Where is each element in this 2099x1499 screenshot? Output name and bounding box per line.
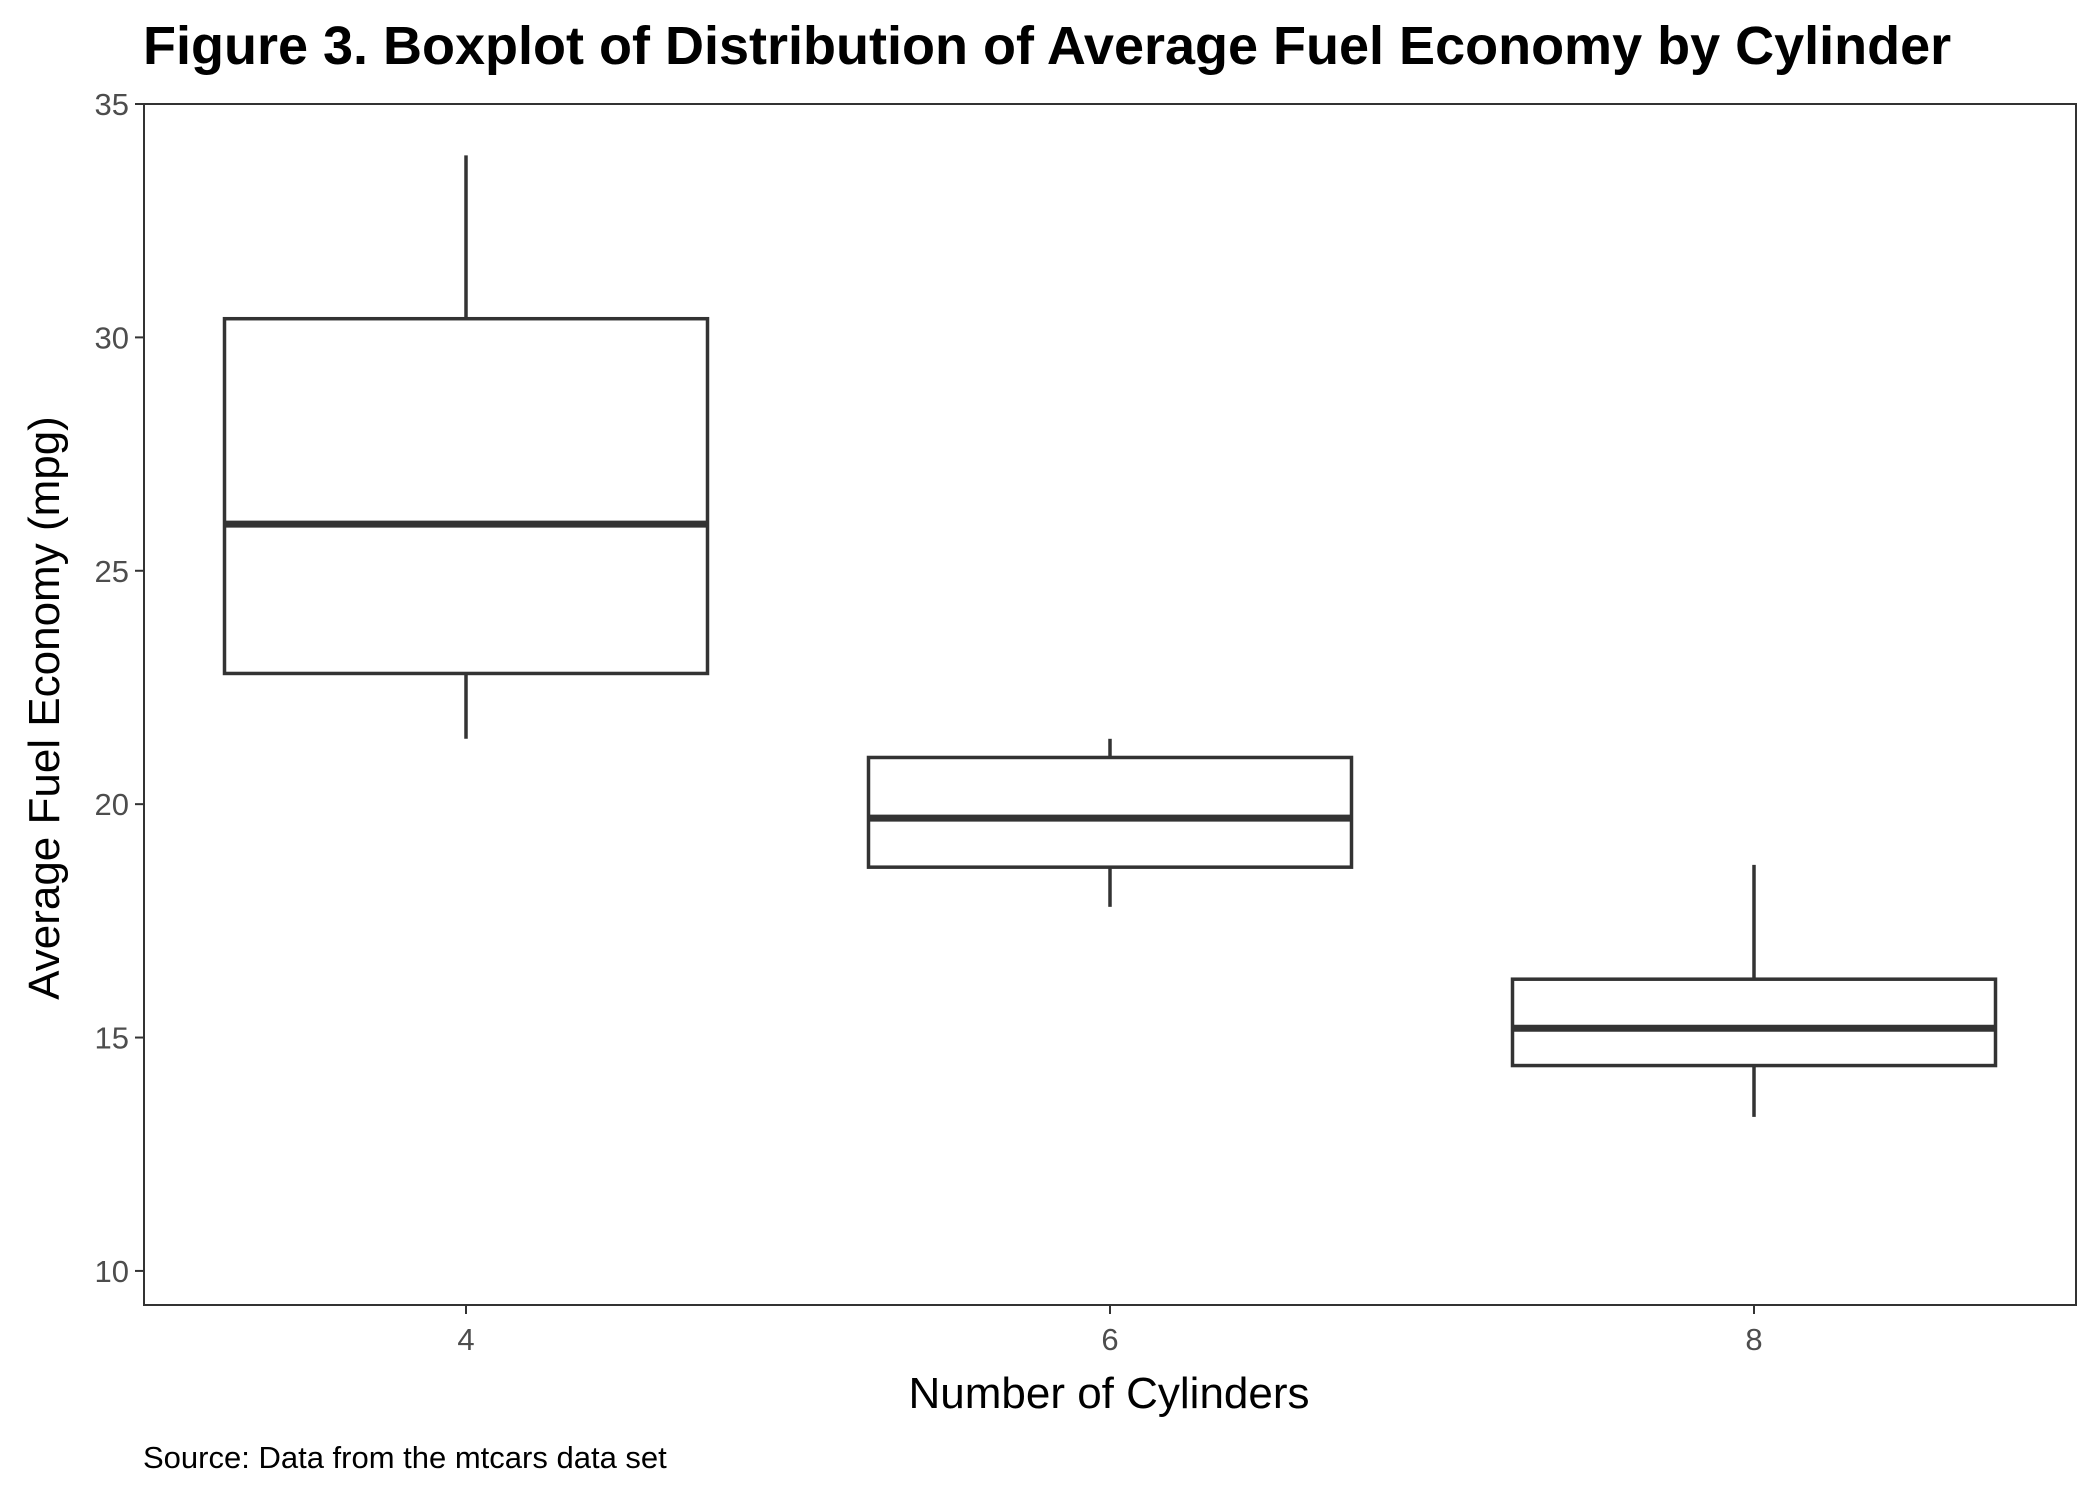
chart-title: Figure 3. Boxplot of Distribution of Ave… <box>143 16 1951 76</box>
x-axis-title: Number of Cylinders <box>908 1369 1309 1418</box>
box-4 <box>222 316 710 676</box>
chart-caption: Source: Data from the mtcars data set <box>143 1440 667 1475</box>
y-tick-label-20: 20 <box>95 787 129 822</box>
plot-area: 10 15 20 25 30 35 4 6 8 <box>95 87 2077 1357</box>
box-6 <box>866 755 1354 869</box>
panel-border <box>143 103 2077 1306</box>
y-tick-label-30: 30 <box>95 320 129 355</box>
y-tick-label-35: 35 <box>95 87 129 122</box>
x-tick-label-6: 6 <box>1101 1322 1118 1357</box>
y-tick-label-10: 10 <box>95 1254 129 1289</box>
x-tick-label-8: 8 <box>1745 1322 1762 1357</box>
y-tick-label-25: 25 <box>95 554 129 589</box>
y-axis-title: Average Fuel Economy (mpg) <box>20 416 69 1000</box>
box-8 <box>1510 977 1998 1068</box>
y-tick-label-15: 15 <box>95 1021 129 1056</box>
x-tick-label-4: 4 <box>457 1322 474 1357</box>
